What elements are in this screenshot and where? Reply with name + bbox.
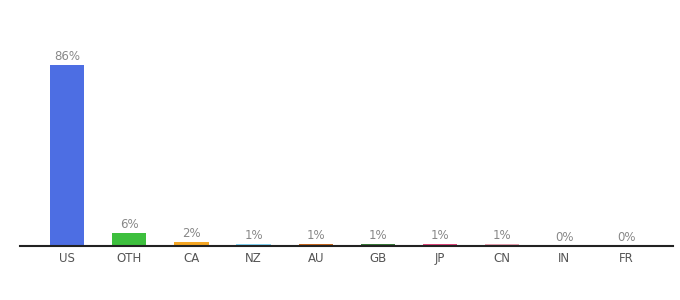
Text: 2%: 2% [182,227,201,240]
Text: 0%: 0% [555,231,573,244]
Text: 0%: 0% [617,231,636,244]
Text: 86%: 86% [54,50,80,63]
Bar [50,65,84,246]
Text: 6%: 6% [120,218,139,231]
Bar [237,244,271,246]
Text: 1%: 1% [369,229,387,242]
Bar [361,244,395,246]
Text: 1%: 1% [430,229,449,242]
Bar [423,244,457,246]
Text: 1%: 1% [493,229,511,242]
Bar [112,233,146,246]
Text: 1%: 1% [244,229,263,242]
Bar [299,244,333,246]
Bar [174,242,209,246]
Bar [485,244,520,246]
Text: 1%: 1% [307,229,325,242]
